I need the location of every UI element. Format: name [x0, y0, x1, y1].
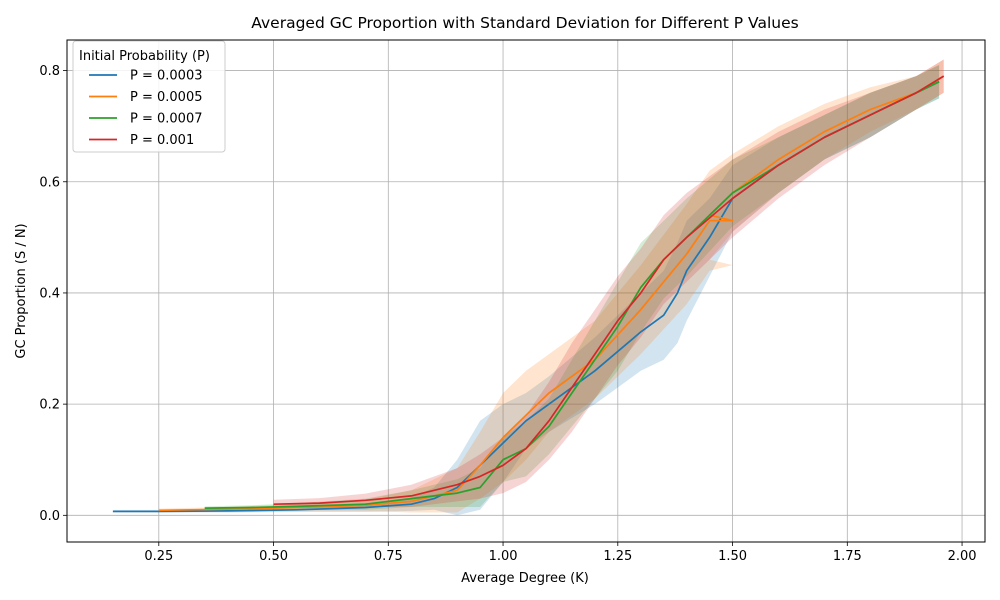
y-axis-label: GC Proportion (S / N)	[14, 223, 29, 358]
x-tick-label: 2.00	[948, 549, 977, 564]
line-series-2	[158, 75, 945, 512]
legend-label: P = 0.001	[130, 133, 194, 148]
legend-title: Initial Probability (P)	[79, 49, 210, 64]
x-tick-label: 0.50	[259, 549, 288, 564]
x-tick-label: 0.25	[144, 549, 173, 564]
y-tick-label: 0.6	[39, 175, 60, 190]
y-axis-ticks: 0.0 0.2 0.4 0.6 0.8	[39, 64, 67, 524]
y-tick-label: 0.8	[39, 64, 60, 79]
std-band-series-1	[112, 65, 940, 516]
legend-label: P = 0.0003	[130, 69, 202, 84]
x-tick-label: 1.25	[603, 549, 632, 564]
x-tick-label: 1.75	[833, 549, 862, 564]
std-band-series-4	[273, 59, 944, 509]
x-tick-label: 1.00	[489, 549, 518, 564]
x-tick-label: 0.75	[374, 549, 403, 564]
y-tick-label: 0.4	[39, 286, 60, 301]
y-tick-label: 0.0	[39, 509, 60, 524]
chart-title: Averaged GC Proportion with Standard Dev…	[251, 14, 798, 32]
std-band-series-2	[158, 59, 944, 513]
legend-label: P = 0.0007	[130, 112, 202, 127]
legend-label: P = 0.0005	[130, 90, 202, 105]
x-axis-label: Average Degree (K)	[461, 571, 589, 586]
grid	[67, 40, 985, 542]
x-tick-label: 1.50	[718, 549, 747, 564]
y-tick-label: 0.2	[39, 398, 60, 413]
plot-frame	[66, 39, 986, 543]
series-lines	[112, 75, 945, 513]
legend-box	[72, 40, 226, 153]
x-axis-ticks: 0.25 0.50 0.75 1.00 1.25 1.50 1.75 2.00	[144, 542, 977, 564]
legend: Initial Probability (P) P = 0.0003 P = 0.…	[72, 40, 226, 153]
line-series-4	[273, 75, 945, 506]
